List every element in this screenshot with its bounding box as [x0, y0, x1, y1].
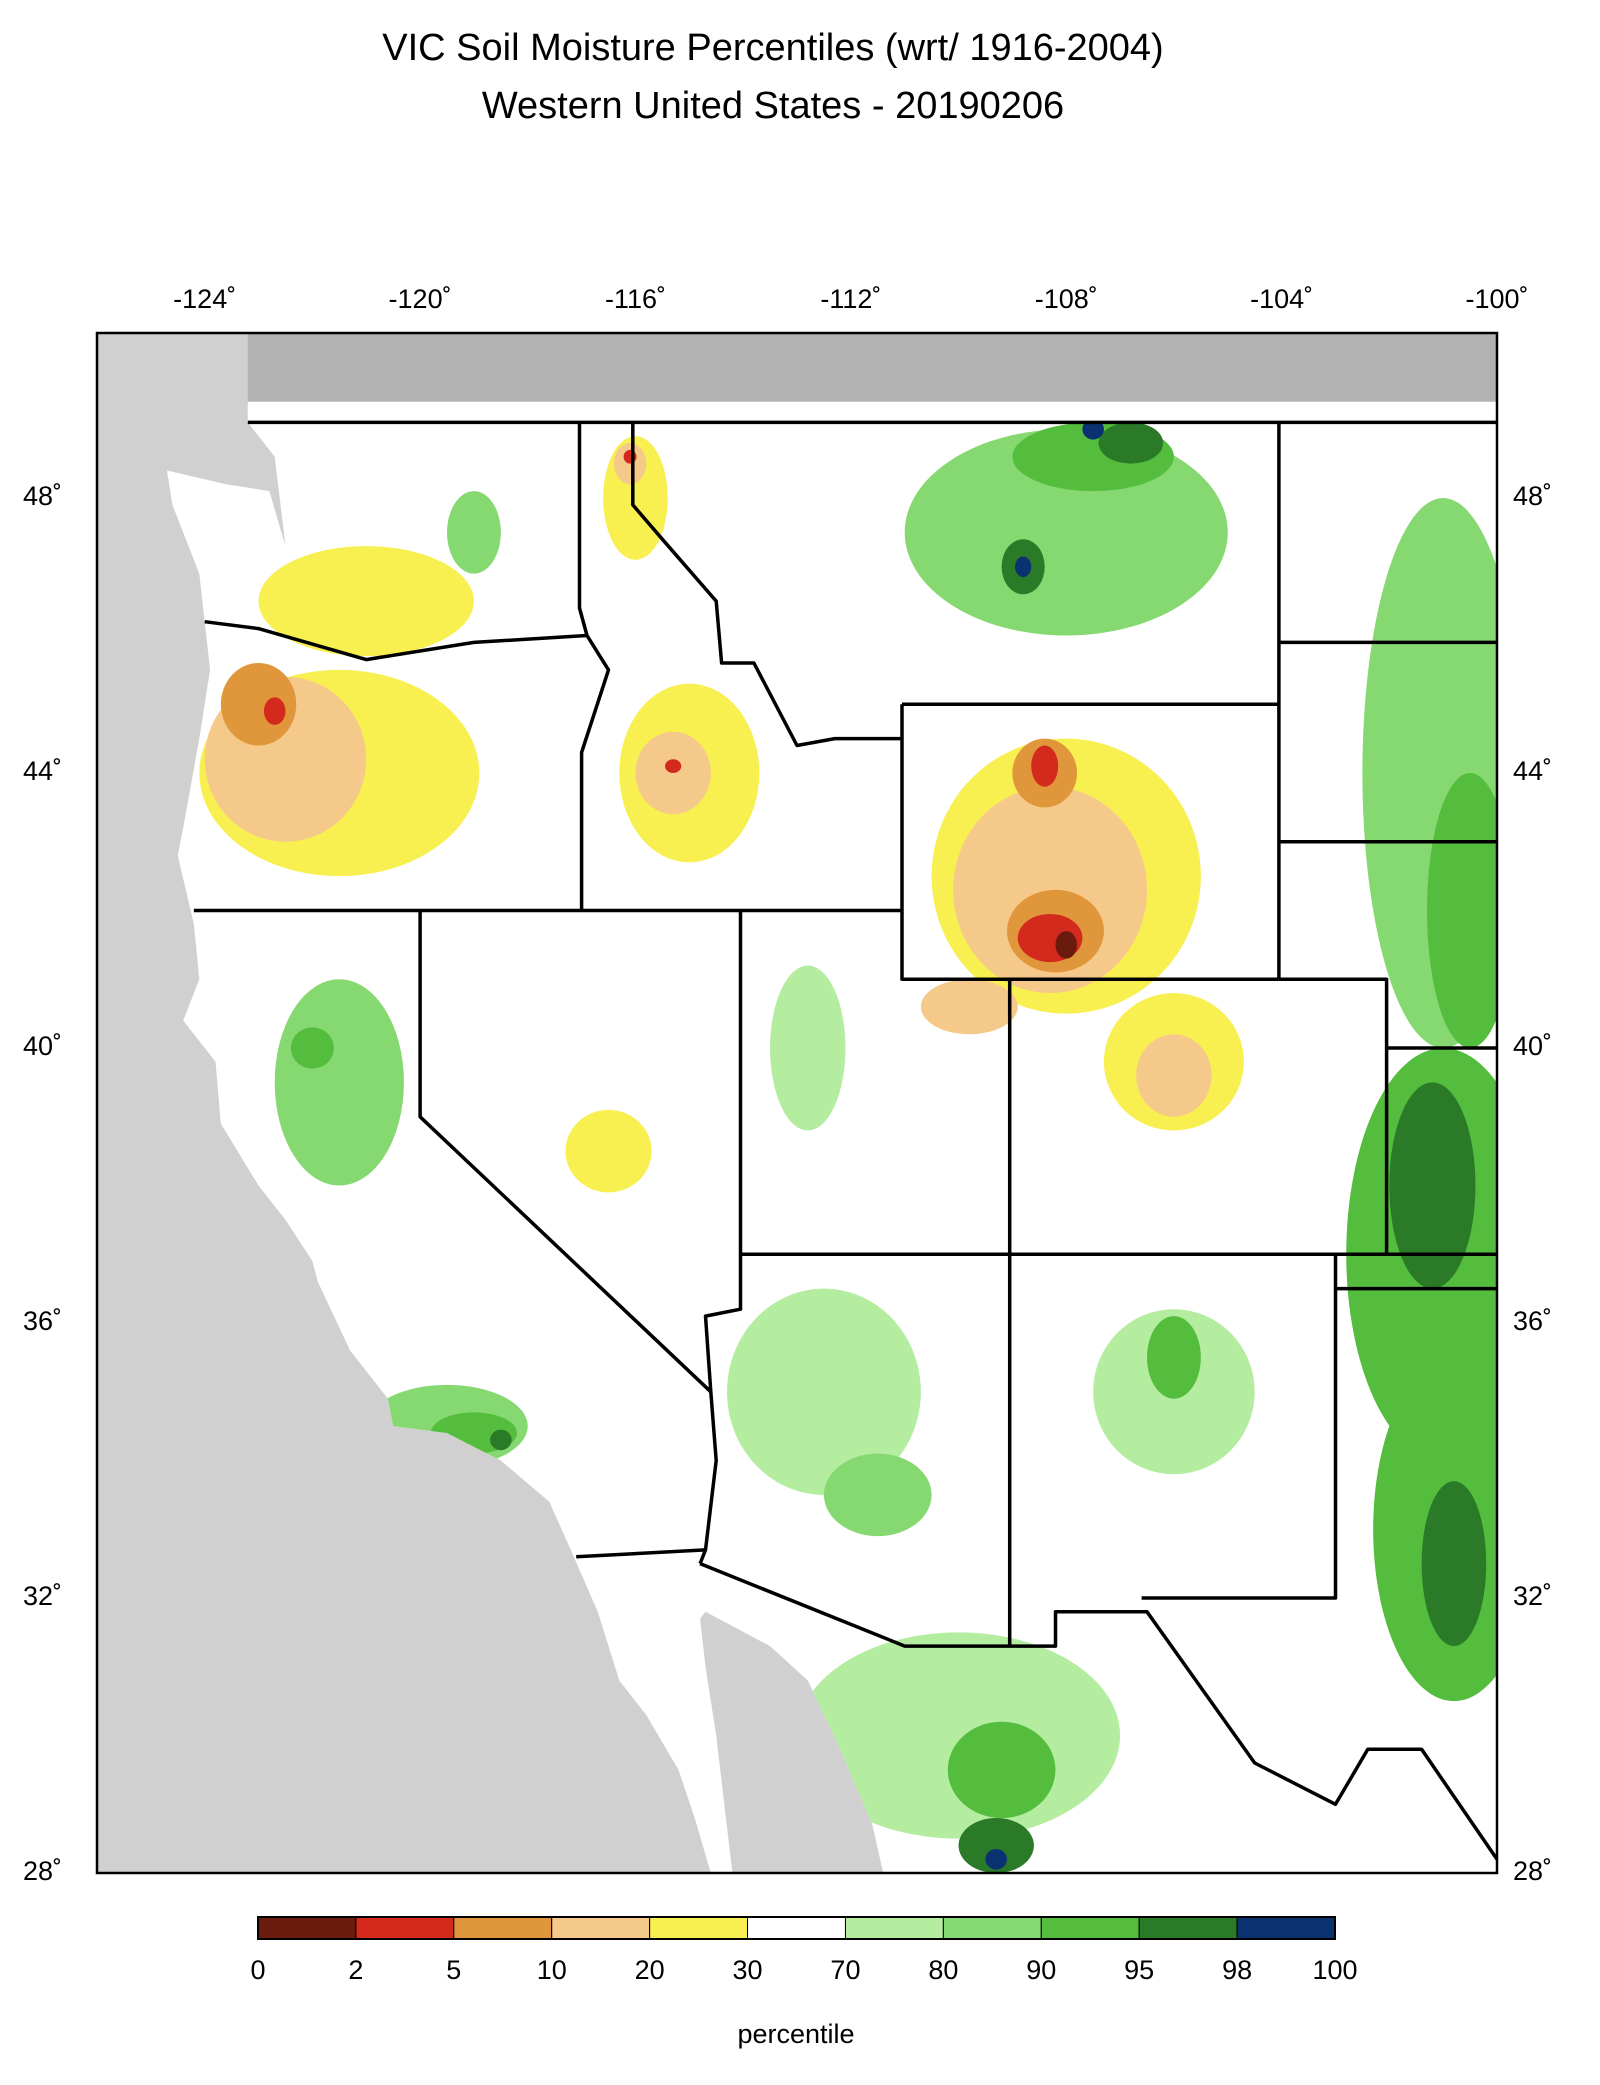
moisture-patch: [823, 1453, 932, 1537]
lon-tick-label: -124˚: [173, 284, 236, 314]
colorbar-tick-label: 90: [1026, 1955, 1056, 1985]
colorbar-swatch: [649, 1916, 749, 1940]
state-border: [204, 619, 588, 662]
colorbar-tick-label: 30: [733, 1955, 763, 1985]
lon-tick-label: -120˚: [389, 284, 452, 314]
lon-tick-label: -112˚: [820, 284, 881, 314]
colorbar-swatch: [551, 1916, 651, 1940]
state-border: [418, 910, 713, 1394]
colorbar-tick-label: 70: [830, 1955, 860, 1985]
moisture-patch: [1427, 773, 1497, 1048]
moisture-patch: [623, 449, 637, 464]
moisture-patch: [727, 1288, 921, 1495]
colorbar-swatch: [1040, 1916, 1140, 1940]
colorbar-frame: [257, 1916, 1336, 1940]
lat-tick-label: 32˚: [1513, 1581, 1552, 1611]
subtitle: Western United States - 20190206: [482, 85, 1064, 127]
map-area: [95, 331, 1499, 1875]
colorbar-tick-label: 10: [537, 1955, 567, 1985]
moisture-patch: [985, 1848, 1007, 1870]
colorbar-tick-label: 20: [635, 1955, 665, 1985]
moisture-patch: [447, 491, 501, 574]
lat-tick-label: 44˚: [23, 756, 62, 786]
moisture-patch: [770, 965, 846, 1131]
moisture-patch: [1098, 422, 1164, 464]
moisture-patch: [1015, 556, 1032, 578]
lon-tick-label: -116˚: [605, 284, 666, 314]
colorbar-tick-label: 2: [348, 1955, 363, 1985]
colorbar-swatch: [355, 1916, 455, 1940]
colorbar-swatch: [1138, 1916, 1238, 1940]
moisture-patch: [1136, 1034, 1212, 1117]
lat-tick-label: 36˚: [1513, 1306, 1552, 1336]
moisture-patch: [490, 1429, 512, 1451]
lat-tick-label: 48˚: [23, 481, 62, 511]
state-border: [1278, 977, 1389, 1255]
state-border: [1141, 1254, 1338, 1600]
moisture-patch: [1147, 1316, 1201, 1399]
state-border: [631, 422, 902, 748]
colorbar-swatch: [453, 1916, 553, 1940]
lon-tick-label: -104˚: [1250, 284, 1313, 314]
lon-tick-label: -108˚: [1035, 284, 1098, 314]
title: VIC Soil Moisture Percentiles (wrt/ 1916…: [382, 27, 1163, 69]
colorbar-swatch: [257, 1916, 357, 1940]
colorbar-tick-label: 0: [250, 1955, 265, 1985]
moisture-patch: [1389, 1082, 1476, 1289]
moisture-patch: [920, 979, 1018, 1035]
colorbar-swatch: [747, 1916, 846, 1940]
border-strip: [247, 401, 1497, 423]
moisture-patch: [1055, 931, 1077, 959]
lat-tick-label: 36˚: [23, 1306, 62, 1336]
lon-tick-label: -100˚: [1465, 284, 1528, 314]
state-border: [577, 422, 611, 911]
lat-tick-label: 48˚: [1513, 481, 1552, 511]
moisture-patch: [1421, 1481, 1487, 1647]
state-border: [576, 1548, 706, 1559]
moisture-patch: [220, 663, 297, 746]
moisture-patch: [1031, 745, 1059, 787]
colorbar-swatch: [942, 1916, 1042, 1940]
lat-tick-label: 28˚: [23, 1856, 62, 1886]
lat-tick-label: 44˚: [1513, 756, 1552, 786]
colorbar-tick-label: 80: [928, 1955, 958, 1985]
moisture-patch: [665, 759, 682, 773]
state-border: [900, 910, 1279, 981]
colorbar-tick-label: 100: [1312, 1955, 1357, 1985]
lat-tick-label: 40˚: [1513, 1031, 1552, 1061]
moisture-patch: [258, 546, 474, 657]
moisture-patch: [565, 1109, 652, 1193]
colorbar-label: percentile: [737, 2019, 854, 2049]
map-frame: [95, 331, 1499, 1875]
moisture-patch: [947, 1721, 1056, 1818]
colorbar-tick-label: 98: [1222, 1955, 1252, 1985]
moisture-patch: [958, 1818, 1034, 1873]
canada: [247, 333, 1497, 402]
lat-tick-label: 28˚: [1513, 1856, 1552, 1886]
state-border: [699, 1561, 1499, 1861]
moisture-patch: [274, 979, 404, 1186]
moisture-patch: [290, 1027, 334, 1069]
colorbar-swatch: [1236, 1916, 1336, 1940]
lat-tick-label: 40˚: [23, 1031, 62, 1061]
colorbar-swatch: [844, 1916, 944, 1940]
colorbar-tick-label: 95: [1124, 1955, 1154, 1985]
colorbar-tick-label: 5: [446, 1955, 461, 1985]
lat-tick-label: 32˚: [23, 1581, 62, 1611]
moisture-patch: [263, 697, 286, 725]
